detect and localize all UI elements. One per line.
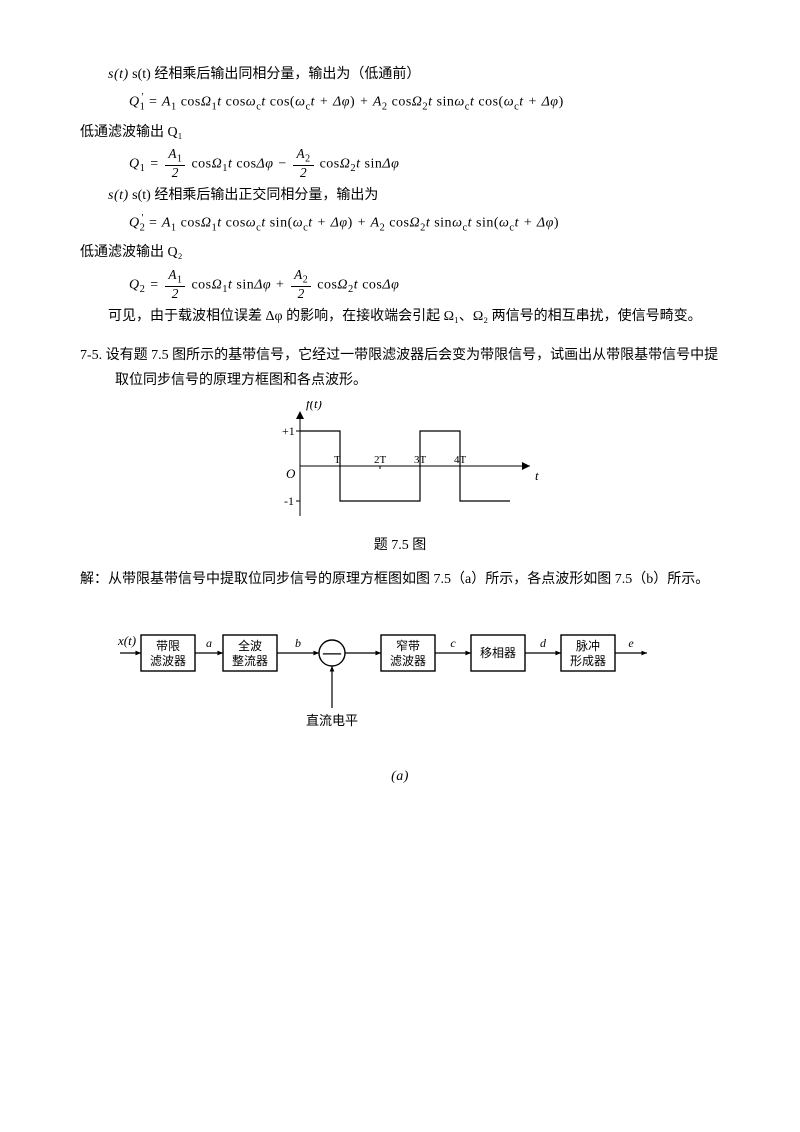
figure-block: x(t)带限滤波器全波整流器—窄带滤波器移相器脉冲形成器abcde直流电平 (a… xyxy=(80,608,720,789)
svg-text:形成器: 形成器 xyxy=(570,654,606,668)
text-p1: s(t) s(t) 经相乘后输出同相分量，输出为（低通前） xyxy=(80,62,720,87)
svg-text:e: e xyxy=(628,636,634,650)
svg-text:移相器: 移相器 xyxy=(480,646,516,660)
text-p5: 可见，由于载波相位误差 Δφ 的影响，在接收端会引起 Ω₁、Ω₂ 两信号的相互串… xyxy=(80,304,720,329)
eq3: Q2′ = A1 cosΩ1t cosωct sin(ωct + Δφ) + A… xyxy=(80,210,720,238)
svg-text:d: d xyxy=(540,636,547,650)
block-diagram-svg: x(t)带限滤波器全波整流器—窄带滤波器移相器脉冲形成器abcde直流电平 xyxy=(100,608,700,758)
figure-caption: 题 7.5 图 xyxy=(80,533,720,558)
problem-7-5: 7-5. 设有题 7.5 图所示的基带信号，它经过一带限滤波器后会变为带限信号，… xyxy=(80,343,720,393)
p1-text: s(t) 经相乘后输出同相分量，输出为（低通前） xyxy=(132,67,420,82)
svg-text:脉冲: 脉冲 xyxy=(576,638,600,653)
svg-text:c: c xyxy=(450,636,456,650)
sub-label-a: (a) xyxy=(80,764,720,789)
svg-text:直流电平: 直流电平 xyxy=(306,713,358,728)
svg-text:x(t): x(t) xyxy=(117,633,136,648)
svg-text:—: — xyxy=(322,642,342,662)
svg-text:a: a xyxy=(206,636,212,650)
svg-text:f(t): f(t) xyxy=(306,401,322,411)
svg-text:窄带: 窄带 xyxy=(396,638,420,653)
answer-text: 解：从带限基带信号中提取位同步信号的原理方框图如图 7.5（a）所示，各点波形如… xyxy=(80,567,720,592)
svg-text:带限: 带限 xyxy=(156,639,180,653)
svg-text:-1: -1 xyxy=(284,494,294,508)
eq1: Q1′ = A1 cosΩ1t cosωct cos(ωct + Δφ) + A… xyxy=(80,89,720,117)
svg-text:整流器: 整流器 xyxy=(232,653,268,668)
eq4: Q2 = A12 cosΩ1t sinΔφ + A22 cosΩ2t cosΔφ xyxy=(80,268,720,302)
figure-waveform: f(t)t+1-1OT2T3T4T 题 7.5 图 xyxy=(80,401,720,558)
svg-text:b: b xyxy=(295,636,301,650)
svg-text:O: O xyxy=(286,466,296,481)
svg-text:滤波器: 滤波器 xyxy=(150,654,186,668)
text-p2: 低通滤波输出 Q₁ xyxy=(80,120,720,145)
svg-text:2T: 2T xyxy=(374,454,387,466)
svg-text:滤波器: 滤波器 xyxy=(390,654,426,668)
svg-text:t: t xyxy=(535,468,539,483)
svg-text:+1: +1 xyxy=(282,424,295,438)
eq2: Q1 = A12 cosΩ1t cosΔφ − A22 cosΩ2t sinΔφ xyxy=(80,147,720,181)
svg-text:全波: 全波 xyxy=(238,638,262,653)
waveform-svg: f(t)t+1-1OT2T3T4T xyxy=(250,401,550,531)
text-p3: s(t) s(t) 经相乘后输出正交同相分量，输出为 xyxy=(80,183,720,208)
text-p4: 低通滤波输出 Q₂ xyxy=(80,240,720,265)
